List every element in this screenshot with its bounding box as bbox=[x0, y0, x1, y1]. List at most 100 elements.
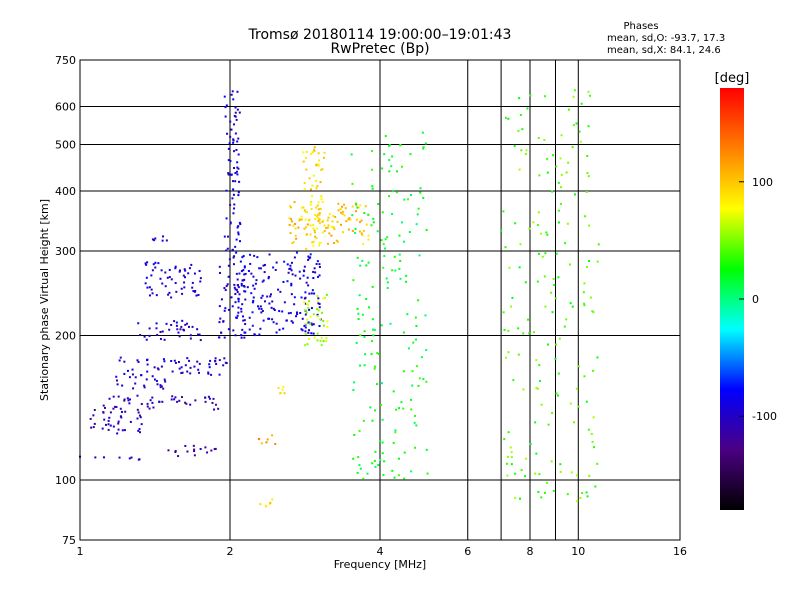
data-point bbox=[364, 205, 367, 208]
data-point bbox=[298, 219, 301, 222]
data-point bbox=[510, 456, 513, 459]
data-point bbox=[303, 324, 306, 327]
data-point bbox=[343, 214, 346, 217]
data-point bbox=[233, 203, 236, 206]
data-point bbox=[322, 340, 325, 343]
data-point bbox=[263, 263, 266, 266]
data-point bbox=[143, 386, 146, 389]
data-point bbox=[383, 255, 386, 258]
data-point bbox=[231, 90, 234, 93]
data-point bbox=[316, 313, 319, 316]
data-point bbox=[192, 290, 195, 293]
data-point bbox=[243, 265, 246, 268]
data-point bbox=[137, 458, 140, 461]
data-point bbox=[234, 288, 237, 291]
data-point bbox=[416, 213, 419, 216]
data-point bbox=[538, 379, 541, 382]
data-point bbox=[507, 351, 510, 354]
data-point bbox=[398, 407, 401, 410]
data-point bbox=[357, 312, 360, 315]
data-point bbox=[223, 235, 226, 238]
data-point bbox=[180, 325, 183, 328]
data-point bbox=[161, 282, 164, 285]
data-point bbox=[383, 460, 386, 463]
data-point bbox=[573, 421, 576, 424]
data-point bbox=[526, 107, 529, 110]
data-point bbox=[233, 123, 236, 126]
data-point bbox=[583, 304, 586, 307]
data-point bbox=[189, 337, 192, 340]
data-point bbox=[289, 267, 292, 270]
data-point bbox=[405, 274, 408, 277]
data-point bbox=[117, 395, 120, 398]
data-point bbox=[355, 341, 358, 344]
data-point bbox=[341, 231, 344, 234]
data-point bbox=[230, 296, 233, 299]
data-point bbox=[241, 303, 244, 306]
data-point bbox=[368, 306, 371, 309]
data-point bbox=[308, 177, 311, 180]
data-point bbox=[235, 148, 238, 151]
data-point bbox=[108, 397, 111, 400]
data-point bbox=[151, 375, 154, 378]
data-point bbox=[360, 232, 363, 235]
data-point bbox=[535, 359, 538, 362]
data-point bbox=[374, 409, 377, 412]
data-point bbox=[563, 325, 566, 328]
data-point bbox=[292, 241, 295, 244]
data-point bbox=[300, 296, 303, 299]
data-point bbox=[232, 139, 235, 142]
data-point bbox=[239, 260, 242, 263]
data-point bbox=[234, 245, 237, 248]
data-point bbox=[422, 146, 425, 149]
data-point bbox=[274, 443, 277, 446]
data-point bbox=[341, 205, 344, 208]
data-point bbox=[109, 424, 112, 427]
data-point bbox=[163, 360, 166, 363]
data-point bbox=[285, 319, 288, 322]
data-point bbox=[577, 405, 580, 408]
data-point bbox=[183, 329, 186, 332]
data-point bbox=[197, 368, 200, 371]
data-point bbox=[318, 266, 321, 269]
data-point bbox=[566, 493, 569, 496]
data-point bbox=[316, 227, 319, 230]
data-point bbox=[137, 322, 140, 325]
data-point bbox=[355, 218, 358, 221]
data-point bbox=[310, 200, 313, 203]
data-point bbox=[154, 261, 157, 264]
x-tick-label: 1 bbox=[77, 545, 84, 558]
data-point bbox=[394, 269, 397, 272]
data-point bbox=[292, 224, 295, 227]
data-point bbox=[524, 153, 527, 156]
data-point bbox=[534, 421, 537, 424]
data-point bbox=[399, 259, 402, 262]
data-point bbox=[151, 269, 154, 272]
data-point bbox=[316, 204, 319, 207]
data-point bbox=[317, 217, 320, 220]
y-tick-label: 75 bbox=[62, 534, 76, 547]
data-point bbox=[407, 198, 410, 201]
data-point bbox=[583, 302, 586, 305]
data-point bbox=[402, 331, 405, 334]
data-point bbox=[381, 452, 384, 455]
data-point bbox=[248, 328, 251, 331]
data-point bbox=[395, 191, 398, 194]
data-point bbox=[243, 273, 246, 276]
data-point bbox=[400, 401, 403, 404]
data-point bbox=[162, 387, 165, 390]
data-point bbox=[583, 282, 586, 285]
data-point bbox=[224, 289, 227, 292]
x-tick-label: 6 bbox=[464, 545, 471, 558]
data-point bbox=[234, 111, 237, 114]
data-point bbox=[424, 142, 427, 145]
data-point bbox=[592, 416, 595, 419]
data-point bbox=[356, 206, 359, 209]
data-point bbox=[388, 159, 391, 162]
data-point bbox=[570, 471, 573, 474]
data-point bbox=[315, 179, 318, 182]
data-point bbox=[343, 203, 346, 206]
data-point bbox=[214, 359, 217, 362]
data-point bbox=[386, 236, 389, 239]
data-point bbox=[229, 120, 232, 123]
